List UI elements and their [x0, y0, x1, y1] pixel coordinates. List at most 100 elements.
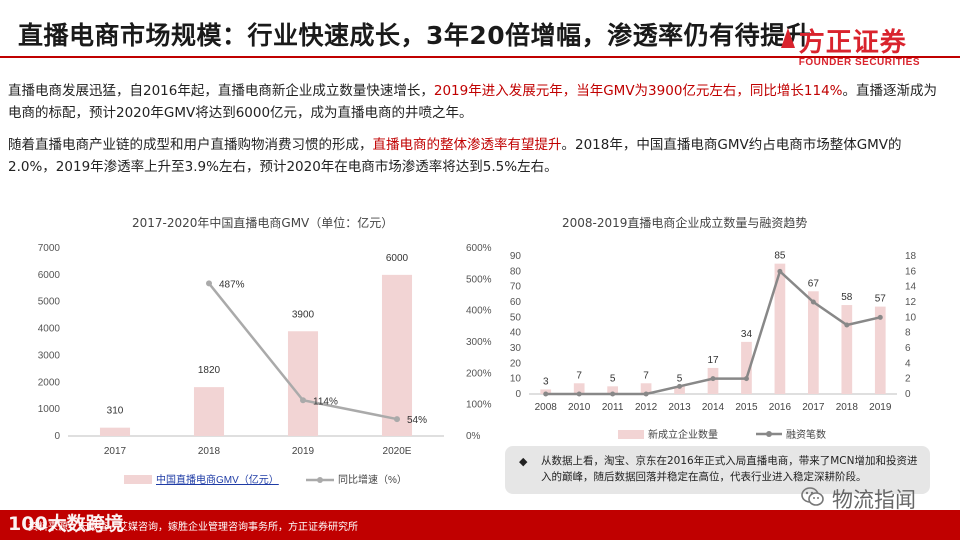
- y-left-tick-label: 4000: [38, 324, 61, 335]
- y-right-tick-label: 18: [905, 251, 917, 262]
- legend-swatch-bar: [124, 475, 152, 484]
- source-text: 资料来源：天眼查，艾媒咨询，嫁胜企业管理咨询事务所，方正证券研究所: [28, 522, 358, 533]
- logo-mark-icon: [780, 28, 795, 48]
- y-left-tick-label: 70: [510, 282, 522, 293]
- x-tick-label: 2012: [635, 402, 658, 413]
- x-tick-label: 2018: [198, 446, 221, 457]
- p2-text-a: 随着直播电商产业链的成型和用户直播购物消费习惯的形成，: [8, 137, 373, 153]
- y-right-tick-label: 300%: [466, 337, 492, 348]
- y-right-tick-label: 12: [905, 297, 917, 308]
- y-right-tick-label: 4: [905, 358, 911, 369]
- legend-label-line: 融资笔数: [786, 428, 826, 441]
- y-right-tick-label: 0: [905, 389, 911, 400]
- line-point: [877, 314, 883, 320]
- y-left-tick-label: 7000: [38, 243, 61, 254]
- y-left-tick-label: 3000: [38, 350, 61, 361]
- bar: [741, 341, 752, 394]
- line-value-label: 114%: [313, 396, 338, 407]
- y-left-tick-label: 90: [510, 251, 522, 262]
- logo-subtext: FOUNDER SECURITIES: [798, 57, 920, 68]
- note-text: 从数据上看，淘宝、京东在2016年正式入局直播电商，带来了MCN增加和投资进入的…: [541, 455, 918, 483]
- p2-text-b: 。2018年，中国直播电商GMV约占电商市场整体GMV的2.0%，2019年渗透…: [8, 137, 902, 175]
- x-tick-label: 2017: [104, 446, 127, 457]
- y-right-tick-label: 8: [905, 328, 911, 339]
- p1-highlight: 2019年进入发展元年，当年GMV为3900亿元左右，同比增长114%: [433, 83, 843, 99]
- chart1-title: 2017-2020年中国直播电商GMV（单位：亿元）: [132, 216, 394, 230]
- line-point: [844, 322, 850, 328]
- bar-value-label: 58: [841, 292, 853, 303]
- y-left-tick-label: 30: [510, 343, 522, 354]
- legend-marker-line: [317, 477, 323, 483]
- legend-label-bar: 中国直播电商GMV（亿元）: [156, 473, 279, 486]
- y-left-tick-label: 1000: [38, 404, 61, 415]
- intro-paragraph-2: 随着直播电商产业链的成型和用户直播购物消费习惯的形成，直播电商的整体渗透率有望提…: [8, 134, 940, 178]
- y-right-tick-label: 10: [905, 312, 917, 323]
- line-point: [743, 376, 749, 382]
- logo-text: 方正证券: [798, 28, 907, 58]
- x-tick-label: 2008: [535, 402, 558, 413]
- legend-label-bar: 新成立企业数量: [648, 428, 718, 441]
- enterprise-chart: 0 10 20 30 40 50 60 70 80 90 0 2 4 6 8 10 12 14 16 18 3 2008 7…: [510, 251, 917, 441]
- x-tick-label: 2011: [602, 402, 624, 413]
- bar: [573, 383, 585, 394]
- note-bullet: ◆: [519, 455, 528, 468]
- legend-marker-line: [766, 431, 772, 437]
- page-title: 直播电商市场规模：行业快速成长，3年20倍增幅，渗透率仍有待提升: [18, 21, 812, 50]
- x-tick-label: 2018: [836, 402, 859, 413]
- line-point: [543, 391, 549, 397]
- watermark-right: 物流指闻: [832, 488, 916, 512]
- y-left-tick-label: 40: [510, 328, 522, 339]
- bar-value-label: 85: [774, 251, 786, 262]
- y-left-tick-label: 80: [510, 266, 522, 277]
- line-point: [610, 391, 616, 397]
- line-value-label: 54%: [407, 415, 427, 426]
- line-value-label: 487%: [219, 279, 245, 290]
- bar-value-label: 7: [576, 370, 582, 381]
- bar: [287, 331, 319, 436]
- bar: [640, 383, 652, 394]
- y-right-tick-label: 14: [905, 282, 917, 293]
- y-left-tick-label: 0: [54, 431, 60, 442]
- bar: [193, 387, 225, 436]
- line-point: [810, 299, 816, 305]
- bar: [774, 263, 786, 394]
- y-left-tick-label: 50: [510, 312, 522, 323]
- y-right-tick-label: 16: [905, 266, 917, 277]
- bar-value-label: 1820: [198, 365, 221, 376]
- y-left-tick-label: 6000: [38, 270, 61, 281]
- bar-value-label: 3900: [292, 309, 315, 320]
- line-point: [576, 391, 582, 397]
- bar-value-label: 57: [875, 294, 887, 305]
- x-tick-label: 2014: [702, 402, 725, 413]
- footer-bar: [0, 510, 960, 540]
- y-left-tick-label: 5000: [38, 297, 61, 308]
- gmv-chart: 0 1000 2000 3000 4000 5000 6000 7000 0% 100% 200% 3…: [38, 243, 492, 486]
- bar-value-label: 310: [107, 406, 124, 417]
- y-right-tick-label: 500%: [466, 274, 492, 285]
- y-left-tick-label: 0: [515, 389, 521, 400]
- bar-value-label: 67: [808, 278, 820, 289]
- p2-highlight: 直播电商的整体渗透率有望提升: [372, 137, 562, 153]
- legend-label-line: 同比增速（%）: [338, 473, 407, 486]
- bar: [808, 291, 819, 394]
- y-right-tick-label: 6: [905, 343, 911, 354]
- y-right-tick-label: 0%: [466, 431, 481, 442]
- insight-note: ◆ 从数据上看，淘宝、京东在2016年正式入局直播电商，带来了MCN增加和投资进…: [505, 446, 930, 494]
- y-left-tick-label: 10: [510, 374, 522, 385]
- line-point: [777, 268, 783, 274]
- watermark-left: 100大数跨境: [8, 513, 124, 535]
- p1-text-b: 。直播逐渐成为电商的标配，预计2020年GMV将达到6000亿元，成为直播电商的…: [8, 83, 938, 121]
- bar: [674, 386, 685, 394]
- y-left-tick-label: 20: [510, 358, 522, 369]
- bar: [381, 274, 413, 436]
- y-right-tick-label: 100%: [466, 400, 492, 411]
- bar: [607, 386, 618, 394]
- y-right-tick-label: 600%: [466, 243, 492, 254]
- bar-value-label: 3: [543, 376, 549, 387]
- bar: [99, 427, 131, 436]
- x-tick-label: 2016: [769, 402, 792, 413]
- x-tick-label: 2019: [292, 446, 315, 457]
- bar: [841, 305, 853, 394]
- intro-paragraph-1: 直播电商发展迅猛，自2016年起，直播电商新企业成立数量快速增长，2019年进入…: [8, 80, 940, 124]
- y-right-tick-label: 200%: [466, 368, 492, 379]
